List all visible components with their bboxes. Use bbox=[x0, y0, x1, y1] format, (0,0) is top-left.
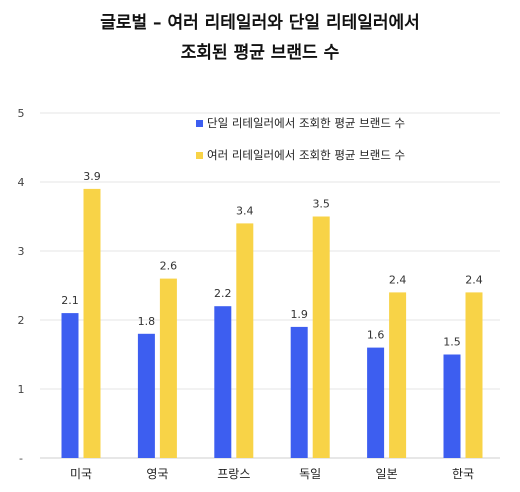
y-tick-label: 1 bbox=[18, 383, 25, 396]
legend-swatch bbox=[196, 152, 203, 159]
data-label: 3.5 bbox=[312, 198, 330, 211]
bar bbox=[443, 354, 461, 458]
data-label: 2.4 bbox=[389, 273, 407, 286]
x-category-label: 독일 bbox=[299, 467, 321, 481]
legend-swatch bbox=[196, 120, 203, 127]
data-label: 1.9 bbox=[290, 308, 308, 321]
y-tick-label: 4 bbox=[18, 176, 25, 189]
data-label: 1.6 bbox=[367, 329, 385, 342]
bar bbox=[159, 278, 177, 458]
x-category-label: 영국 bbox=[146, 467, 168, 481]
data-label: 3.4 bbox=[236, 204, 254, 217]
x-axis-categories: 미국 영국 프랑스 독일 일본 한국 bbox=[70, 467, 474, 481]
bar bbox=[214, 306, 232, 458]
bar bbox=[137, 333, 155, 458]
bar bbox=[61, 313, 79, 458]
data-label: 2.4 bbox=[465, 273, 483, 286]
x-category-label: 프랑스 bbox=[217, 467, 250, 481]
y-tick-label: 3 bbox=[18, 245, 25, 258]
data-label: 1.8 bbox=[138, 315, 156, 328]
x-category-label: 일본 bbox=[376, 467, 398, 481]
bar bbox=[236, 223, 254, 458]
data-label: 2.2 bbox=[214, 287, 232, 300]
data-labels: 2.1 3.9 1.8 2.6 2.2 3.4 1.9 3.5 1.6 2.4 1.5 2.4 bbox=[61, 170, 483, 349]
bar bbox=[389, 292, 407, 458]
bars bbox=[61, 188, 483, 458]
x-category-label: 한국 bbox=[452, 467, 474, 481]
y-axis-ticks: - 1 2 3 4 5 bbox=[18, 107, 25, 465]
legend-label: 단일 리테일러에서 조회한 평균 브랜드 수 bbox=[207, 116, 405, 130]
y-tick-label: 2 bbox=[18, 314, 25, 327]
x-category-label: 미국 bbox=[70, 467, 92, 481]
chart-subtitle: 조회된 평균 브랜드 수 bbox=[180, 43, 340, 63]
chart-title: 글로벌 – 여러 리테일러와 단일 리테일러에서 bbox=[100, 13, 420, 33]
bar bbox=[312, 216, 330, 458]
legend-label: 여러 리테일러에서 조회한 평균 브랜드 수 bbox=[207, 148, 405, 162]
bar bbox=[465, 292, 483, 458]
bar bbox=[367, 347, 385, 458]
y-tick-label: - bbox=[19, 452, 23, 465]
data-label: 3.9 bbox=[83, 170, 101, 183]
data-label: 2.1 bbox=[61, 294, 79, 307]
data-label: 2.6 bbox=[160, 260, 178, 273]
y-tick-label: 5 bbox=[18, 107, 25, 120]
legend: 단일 리테일러에서 조회한 평균 브랜드 수여러 리테일러에서 조회한 평균 브… bbox=[196, 116, 405, 162]
gridlines bbox=[40, 112, 500, 459]
bar bbox=[83, 188, 101, 458]
bar bbox=[290, 326, 308, 458]
data-label: 1.5 bbox=[443, 336, 461, 349]
